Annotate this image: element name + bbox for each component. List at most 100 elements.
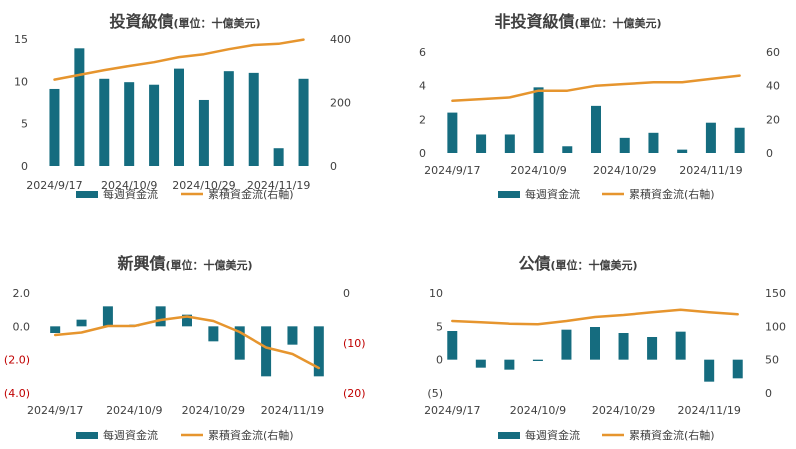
chart-title: 新興債(單位：十億美元) <box>117 254 252 273</box>
bar-weekly-flow <box>705 122 716 153</box>
bar-weekly-flow <box>102 306 113 327</box>
y-left-tick-label: 6 <box>419 46 426 59</box>
x-tick-label: 2024/10/9 <box>510 404 566 417</box>
y-left-tick-label: 0.0 <box>13 320 31 333</box>
bar-weekly-flow <box>475 359 486 368</box>
chart-title-main: 公債 <box>518 254 550 273</box>
y-left-tick-label: (2.0) <box>4 354 30 367</box>
bar-weekly-flow <box>261 326 272 377</box>
chart-title-main: 投資級債 <box>109 12 173 31</box>
bar-weekly-flow <box>590 327 600 360</box>
bar-weekly-flow <box>648 132 659 153</box>
chart-title-unit: (單位：十億美元) <box>550 258 637 272</box>
bar-weekly-flow <box>447 331 458 360</box>
legend-bar-swatch <box>76 432 98 439</box>
bar-weekly-flow <box>174 68 184 166</box>
chart-panel-1: 投資級債(單位：十億美元) 0 5 10 15 0 200 400 2024/9/17 2024/… <box>14 12 351 201</box>
x-tick-label: 2024/10/9 <box>510 164 566 177</box>
legend-line-label: 累積資金流(右軸) <box>629 428 715 442</box>
bar-weekly-flow <box>677 149 688 153</box>
y-right-tick-label: 0 <box>765 387 772 400</box>
bar-weekly-flow <box>618 333 629 360</box>
chart-title: 投資級債(單位：十億美元) <box>109 12 260 31</box>
bar-weekly-flow <box>532 359 543 361</box>
y-left-tick-label: 5 <box>21 118 28 131</box>
y-left-tick-label: 0 <box>419 147 426 160</box>
bar-weekly-flow <box>647 337 658 360</box>
y-right-tick-label: (20) <box>343 387 366 400</box>
bar-weekly-flow <box>287 326 298 345</box>
legend-bar-label: 每週資金流 <box>103 187 158 201</box>
bar-weekly-flow <box>675 331 686 360</box>
bar-weekly-flow <box>76 319 87 327</box>
y-left-tick-label: 0 <box>436 354 443 367</box>
bar-weekly-flow <box>591 105 601 153</box>
bar-weekly-flow <box>182 314 192 327</box>
y-right-tick-label: 0 <box>343 287 350 300</box>
y-left-tick-label: 2 <box>419 113 426 126</box>
bar-weekly-flow <box>732 359 743 379</box>
bar-weekly-flow <box>619 137 630 153</box>
legend-line-label: 累積資金流(右軸) <box>208 187 294 201</box>
bar-weekly-flow <box>198 99 209 166</box>
legend-bar-swatch <box>498 432 520 439</box>
y-right-tick-label: 20 <box>766 113 780 126</box>
chart-title-unit: (單位：十億美元) <box>173 16 260 30</box>
chart-title-main: 新興債 <box>117 254 165 273</box>
y-left-tick-label: (4.0) <box>4 387 30 400</box>
x-tick-label: 2024/9/17 <box>424 404 480 417</box>
x-tick-label: 2024/10/9 <box>101 179 157 192</box>
bar-weekly-flow <box>447 112 458 153</box>
bar-weekly-flow <box>504 359 515 370</box>
x-tick-label: 2024/10/29 <box>593 164 656 177</box>
y-right-tick-label: (10) <box>343 337 366 350</box>
x-tick-label: 2024/9/17 <box>26 179 82 192</box>
y-left-tick-label: 15 <box>14 33 28 46</box>
bar-weekly-flow <box>273 148 284 166</box>
x-tick-label: 2024/11/19 <box>261 404 324 417</box>
chart-title-unit: (單位：十億美元) <box>574 16 661 30</box>
legend-bar-swatch <box>498 191 520 198</box>
y-right-tick-label: 400 <box>330 33 351 46</box>
bar-weekly-flow <box>149 84 160 166</box>
y-right-tick-label: 60 <box>766 46 780 59</box>
y-left-tick-label: 0 <box>21 160 28 173</box>
line-cumulative-flow <box>451 308 739 326</box>
bar-weekly-flow <box>248 72 259 166</box>
y-right-tick-label: 40 <box>766 80 780 93</box>
bar-weekly-flow <box>49 88 60 166</box>
y-right-tick-label: 150 <box>765 287 786 300</box>
bar-weekly-flow <box>533 87 544 153</box>
x-tick-label: 2024/10/29 <box>172 179 235 192</box>
x-tick-label: 2024/9/17 <box>27 404 83 417</box>
line-cumulative-flow <box>53 38 305 81</box>
y-left-tick-label: (5) <box>427 387 443 400</box>
y-left-tick-label: 5 <box>436 320 443 333</box>
legend-bar-label: 每週資金流 <box>525 187 580 201</box>
bar-weekly-flow <box>124 82 135 166</box>
bar-weekly-flow <box>313 326 324 377</box>
line-cumulative-flow <box>53 315 321 370</box>
y-right-tick-label: 50 <box>765 354 779 367</box>
y-left-tick-label: 2.0 <box>13 287 31 300</box>
y-left-tick-label: 10 <box>429 287 443 300</box>
y-right-tick-label: 200 <box>330 97 351 110</box>
bar-weekly-flow <box>99 78 110 166</box>
y-right-tick-label: 0 <box>330 160 337 173</box>
bar-weekly-flow <box>561 329 572 360</box>
x-tick-label: 2024/10/29 <box>182 404 245 417</box>
legend-bar-swatch <box>76 191 98 198</box>
legend-line-label: 累積資金流(右軸) <box>208 428 294 442</box>
legend-bar-label: 每週資金流 <box>103 428 158 442</box>
chart-title-main: 非投資級債 <box>494 12 574 31</box>
chart-title: 非投資級債(單位：十億美元) <box>494 12 661 31</box>
bar-weekly-flow <box>155 306 166 327</box>
x-tick-label: 2024/10/9 <box>106 404 162 417</box>
bar-weekly-flow <box>74 48 85 166</box>
bar-weekly-flow <box>223 71 234 166</box>
bar-weekly-flow <box>208 326 219 342</box>
x-tick-label: 2024/10/29 <box>592 404 655 417</box>
